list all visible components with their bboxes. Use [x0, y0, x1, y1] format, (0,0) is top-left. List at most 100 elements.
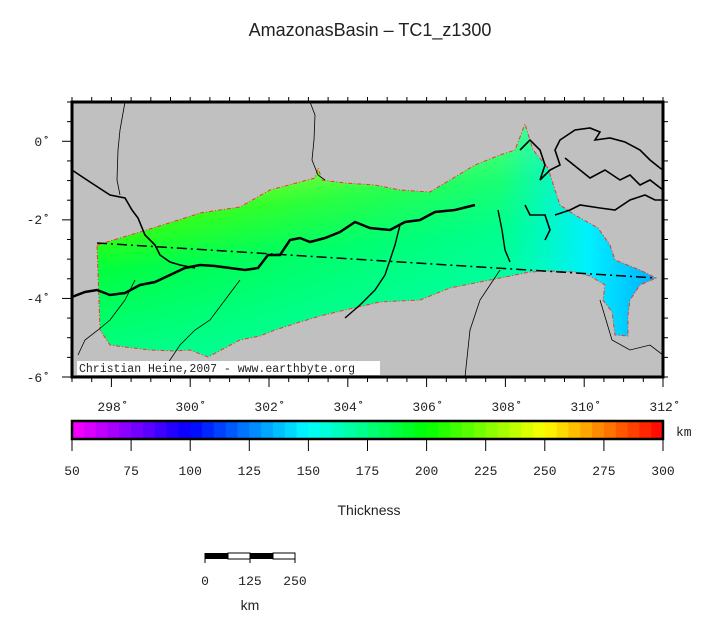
colorbar-segment	[119, 421, 132, 439]
map-ticks	[62, 97, 668, 387]
river-madeira	[344, 224, 401, 319]
lon-label: 312˚	[649, 400, 680, 415]
colorbar-segment	[414, 421, 428, 439]
lat-labels: 0˚ -2˚ -4˚ -6˚	[27, 135, 50, 386]
lon-label: 304˚	[333, 400, 364, 415]
colorbar-tick-label: 75	[123, 464, 139, 479]
river-amazon	[72, 203, 476, 299]
colorbar-segment	[154, 421, 168, 439]
lat-label: 0˚	[34, 135, 50, 150]
lon-label: 298˚	[97, 400, 128, 415]
colorbar-tick-label: 200	[415, 464, 438, 479]
colorbar-segment	[83, 421, 97, 439]
scale-label: 250	[283, 574, 306, 589]
credit-label: Christian Heine,2007 - www.earthbyte.org	[77, 361, 380, 376]
colorbar-segment	[332, 421, 345, 439]
colorbar-ticks: 50 75 100 125 150 175 200 225 250 275 300	[64, 439, 675, 479]
colorbar-segment	[237, 421, 250, 439]
colorbar-tick-label: 300	[651, 464, 674, 479]
colorbar-segment	[131, 421, 144, 439]
basin-thickness-grid	[96, 122, 658, 358]
colorbar-segment	[532, 421, 546, 439]
colorbar-segment	[284, 421, 298, 439]
colorbar-segment	[521, 421, 534, 439]
colorbar-segment	[72, 421, 85, 439]
profile-line	[96, 242, 657, 279]
colorbar-segment	[142, 421, 156, 439]
colorbar-tick-label: 175	[356, 464, 379, 479]
colorbar-segment	[355, 421, 369, 439]
colorbar-tick-label: 150	[297, 464, 320, 479]
colorbar-segment	[272, 421, 286, 439]
colorbar-segment	[639, 421, 652, 439]
river-solimoes-branch	[72, 169, 196, 269]
map-title: AmazonasBasin – TC1_z1300	[249, 20, 492, 41]
colorbar-tick-label: 100	[178, 464, 201, 479]
lon-label: 308˚	[491, 400, 522, 415]
colorbar-segment	[603, 421, 617, 439]
colorbar-segment	[249, 421, 262, 439]
colorbar-segment	[391, 421, 404, 439]
credit-text: Christian Heine,2007 - www.earthbyte.org	[79, 363, 355, 376]
scale-label: 125	[238, 574, 261, 589]
colorbar-segment	[213, 421, 227, 439]
lat-label: -6˚	[27, 371, 50, 386]
colorbar-segment	[190, 421, 203, 439]
coastline	[519, 127, 663, 241]
colorbar-segment	[485, 421, 499, 439]
river-tributary-3	[159, 279, 241, 376]
colorbar-segment	[308, 421, 321, 439]
river-tributary-5	[464, 269, 501, 377]
colorbar-segment	[462, 421, 475, 439]
colorbar-segment	[592, 421, 605, 439]
colorbar-tick-label: 225	[474, 464, 497, 479]
colorbar-segment	[402, 421, 416, 439]
colorbar-segment	[178, 421, 191, 439]
river-tributary-1	[116, 102, 126, 196]
lat-label: -4˚	[27, 292, 50, 307]
colorbar-segment	[497, 421, 510, 439]
scale-unit: km	[241, 597, 260, 613]
colorbar-segment	[438, 421, 451, 439]
colorbar-segment	[107, 421, 120, 439]
river-tributary-6	[599, 299, 663, 356]
colorbar-segment	[450, 421, 463, 439]
lon-label: 310˚	[570, 400, 601, 415]
colorbar-segment	[473, 421, 487, 439]
colorbar-segment	[367, 421, 380, 439]
colorbar-segment	[296, 421, 309, 439]
colorbar-segment	[556, 421, 570, 439]
colorbar-segment	[426, 421, 440, 439]
river-tributary-2	[309, 102, 326, 181]
colorbar-segment	[651, 421, 664, 439]
lon-label: 306˚	[412, 400, 443, 415]
colorbar-segment	[225, 421, 239, 439]
colorbar-segment	[615, 421, 629, 439]
colorbar-segment	[166, 421, 179, 439]
river-xingu	[497, 209, 511, 263]
colorbar-segment	[95, 421, 109, 439]
colorbar-segment	[379, 421, 392, 439]
colorbar-segment	[568, 421, 581, 439]
colorbar-label: Thickness	[337, 502, 400, 518]
lat-label: -2˚	[27, 213, 50, 228]
colorbar	[72, 421, 664, 439]
colorbar-unit: km	[676, 425, 692, 440]
colorbar-segment	[509, 421, 522, 439]
colorbar-tick-label: 125	[238, 464, 261, 479]
rivers	[72, 102, 663, 377]
colorbar-segment	[580, 421, 593, 439]
basin-outline	[96, 122, 658, 358]
colorbar-segment	[544, 421, 558, 439]
river-tributary-4	[77, 279, 136, 356]
colorbar-segment	[261, 421, 274, 439]
colorbar-segment	[627, 421, 640, 439]
scale-bar: 0 125 250 km	[201, 552, 307, 613]
scale-label: 0	[201, 574, 209, 589]
colorbar-tick-label: 275	[592, 464, 615, 479]
colorbar-tick-label: 250	[533, 464, 556, 479]
colorbar-tick-label: 50	[64, 464, 80, 479]
colorbar-segment	[343, 421, 357, 439]
